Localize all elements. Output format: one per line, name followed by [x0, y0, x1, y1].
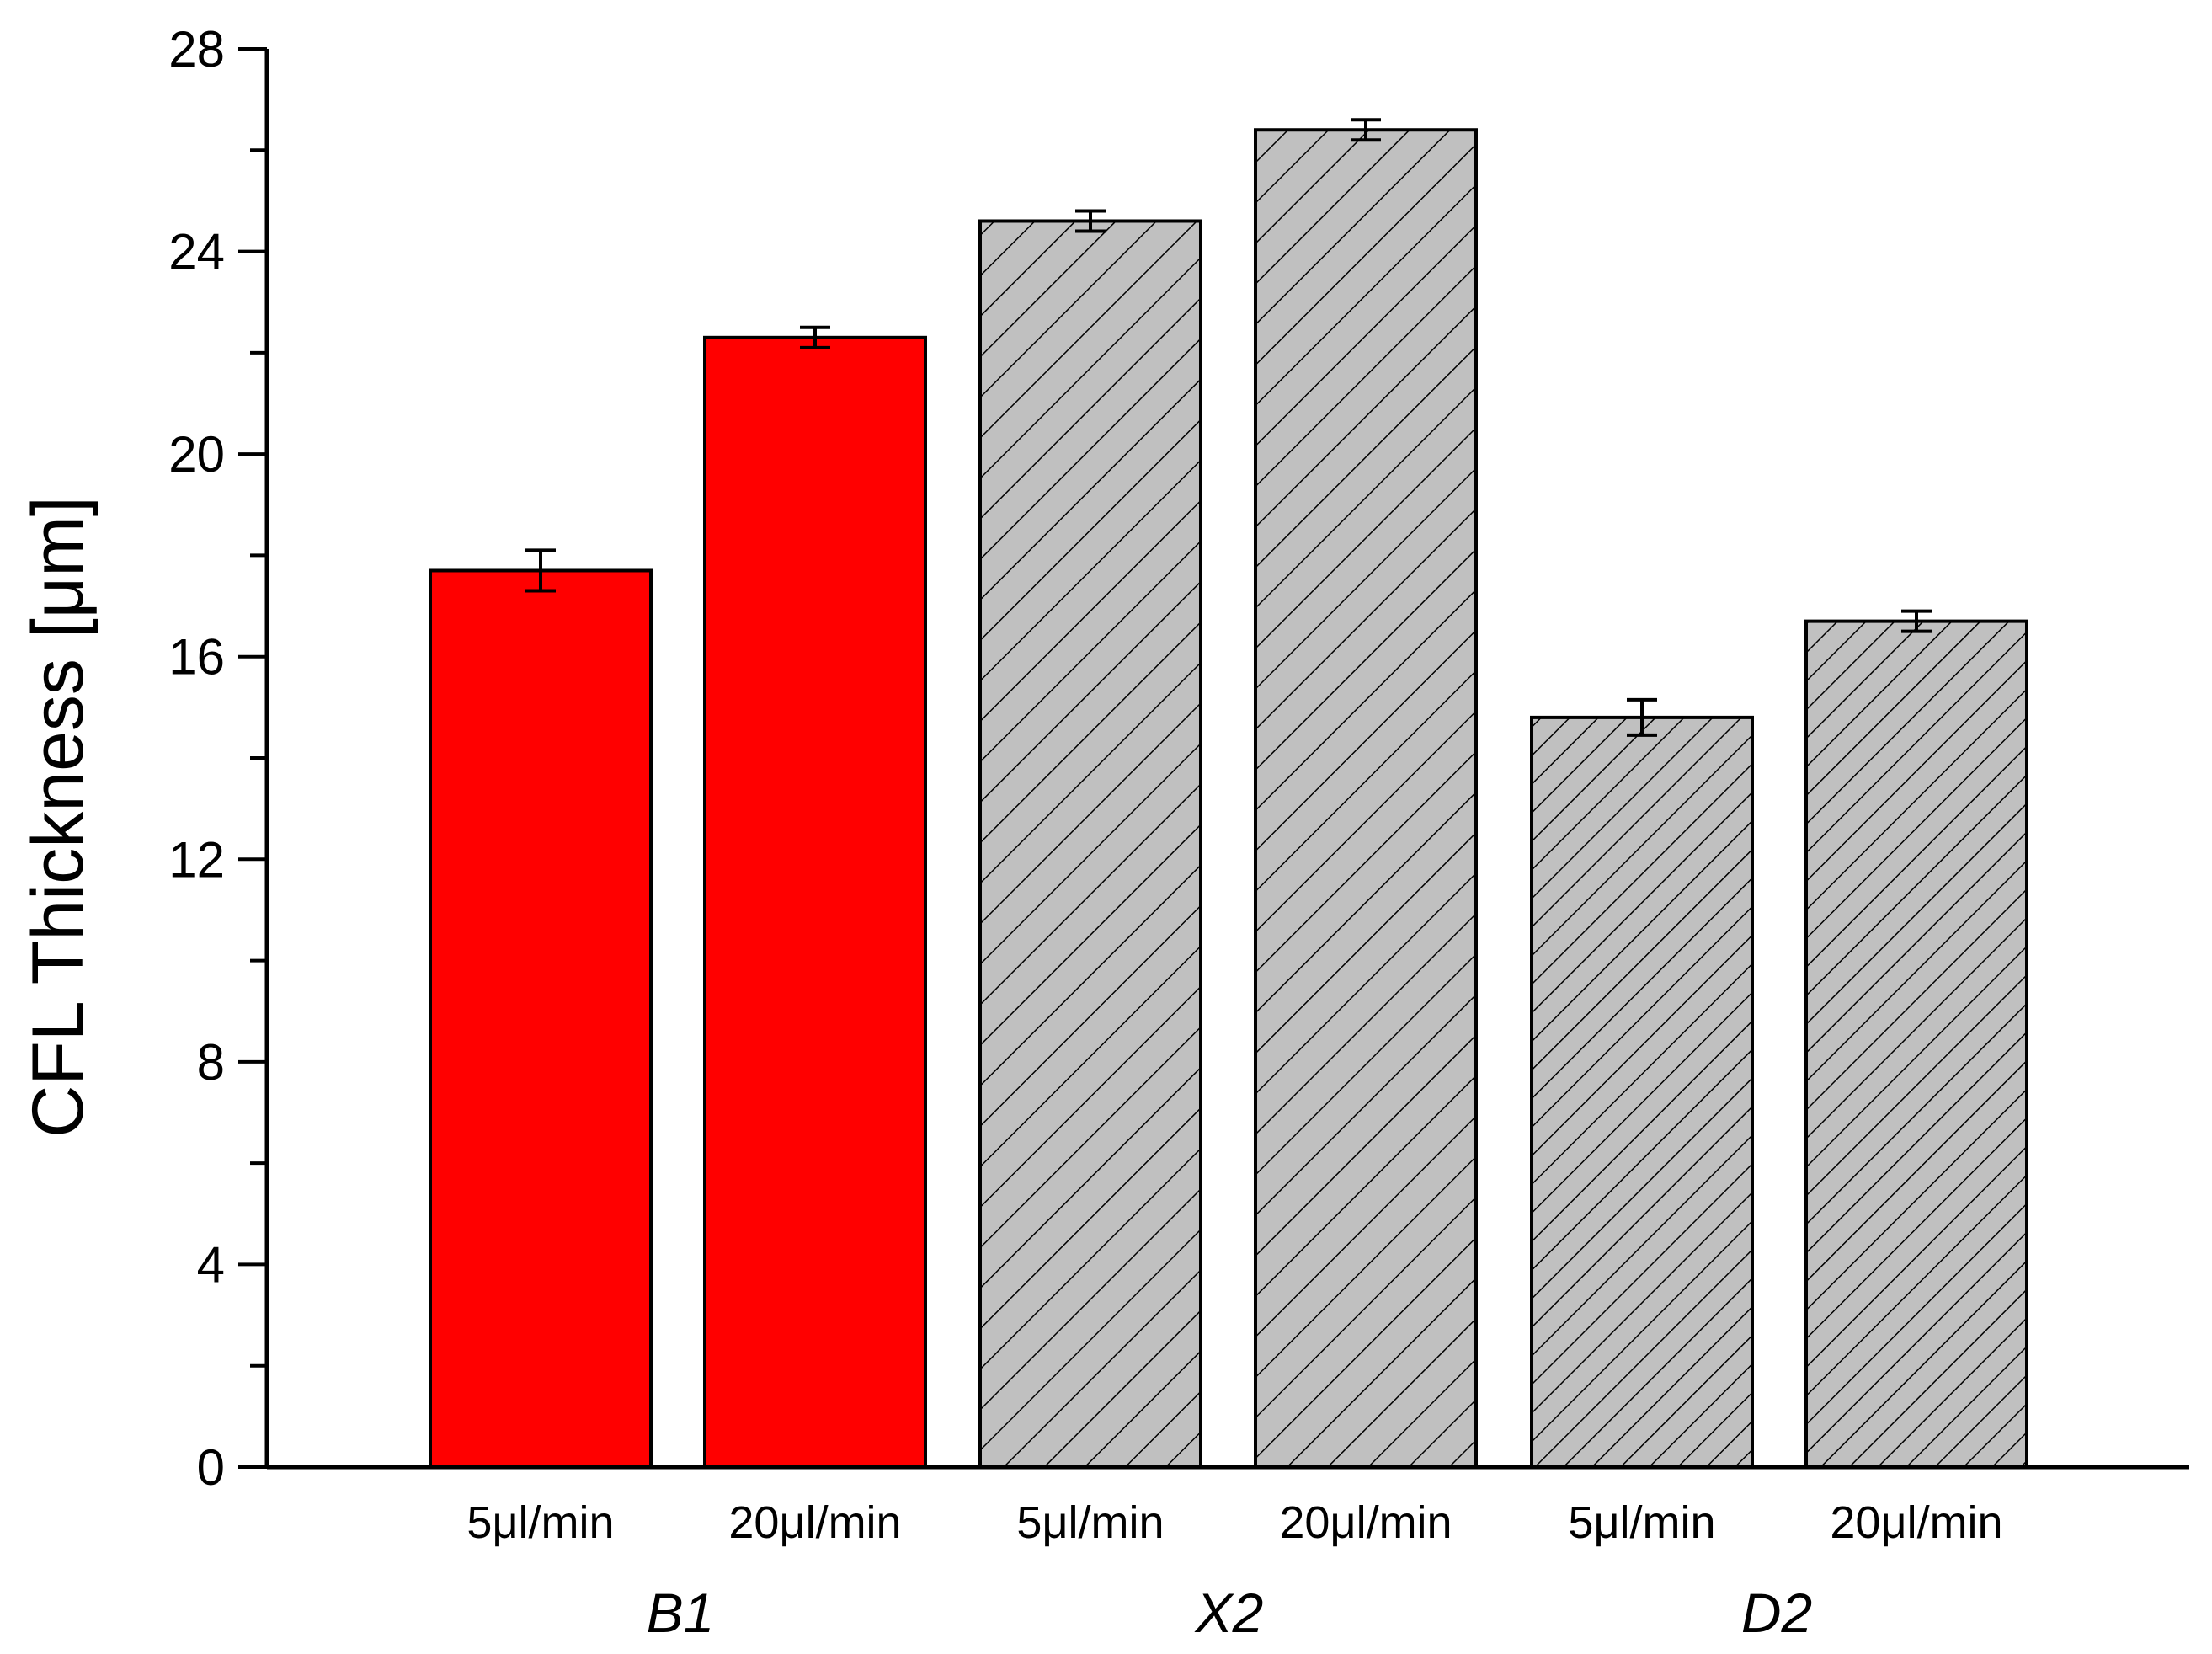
category-label-5: 20μl/min — [1830, 1497, 2002, 1548]
error-bars-layer — [525, 118, 1932, 737]
y-tick-label-16: 16 — [168, 629, 225, 686]
category-labels-layer: 5μl/min 20μl/min 5μl/min 20μl/min 5μl/min 20μ… — [466, 1497, 2002, 1548]
category-label-4: 5μl/min — [1568, 1497, 1715, 1548]
group-label-d2: D2 — [1741, 1582, 1812, 1644]
bar-0 — [429, 568, 653, 1469]
y-tick-label-20: 20 — [168, 426, 225, 483]
group-labels-layer: B1 X2 D2 — [647, 1582, 1813, 1644]
bar-5 — [1804, 619, 2028, 1469]
bar-4 — [1530, 715, 1754, 1469]
bars-layer — [429, 128, 2028, 1470]
bar-2 — [978, 219, 1202, 1469]
y-tick-labels-layer: 0 4 8 12 16 20 24 28 — [168, 21, 225, 1496]
group-label-x2: X2 — [1194, 1582, 1264, 1644]
y-tick-label-28: 28 — [168, 21, 225, 77]
y-tick-label-4: 4 — [197, 1236, 225, 1293]
group-label-b1: B1 — [647, 1582, 715, 1644]
bar-3 — [1254, 128, 1478, 1470]
y-ticks-layer — [238, 47, 267, 1469]
category-label-2: 5μl/min — [1016, 1497, 1164, 1548]
y-tick-label-24: 24 — [168, 224, 225, 280]
category-label-0: 5μl/min — [466, 1497, 614, 1548]
bar-1 — [703, 335, 927, 1469]
y-tick-label-8: 8 — [197, 1034, 225, 1091]
y-tick-label-0: 0 — [197, 1439, 225, 1496]
category-label-1: 20μl/min — [728, 1497, 901, 1548]
category-label-3: 20μl/min — [1279, 1497, 1452, 1548]
y-tick-label-12: 12 — [168, 831, 225, 888]
y-axis-title: CFL Thickness [μm] — [18, 496, 99, 1138]
